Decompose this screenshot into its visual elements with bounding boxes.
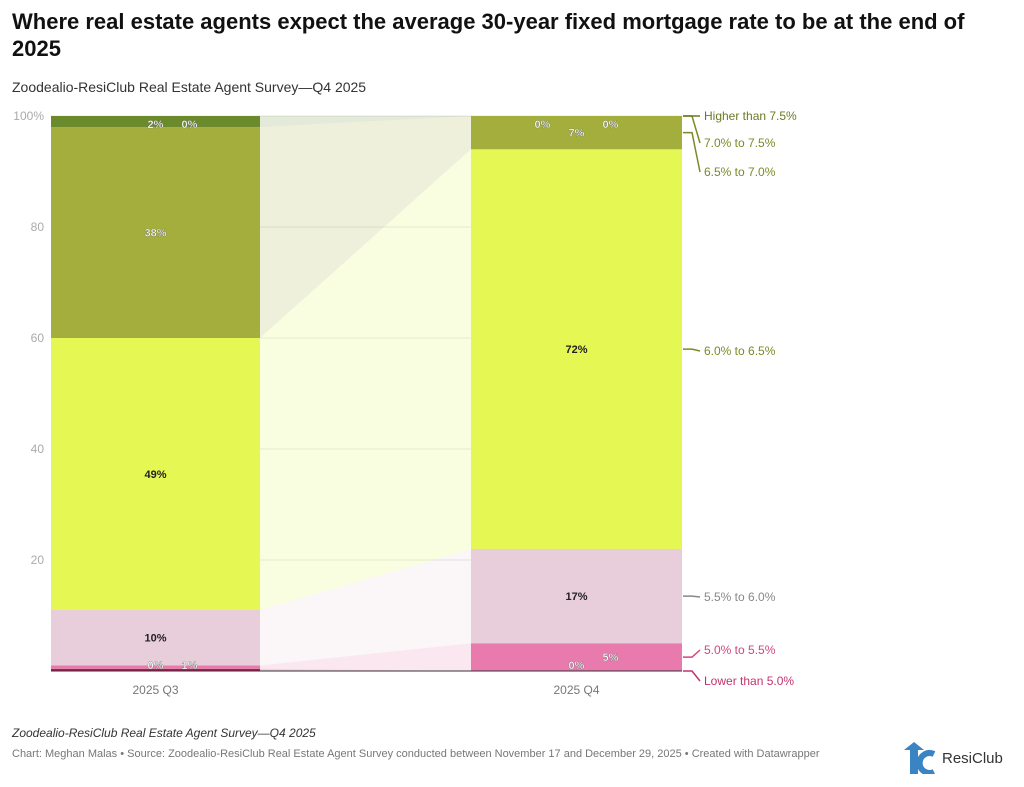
resiclub-logo-icon bbox=[904, 742, 936, 774]
data-label: 2% bbox=[148, 119, 164, 131]
legend-label: Higher than 7.5% bbox=[704, 109, 797, 123]
chart-credits: Chart: Meghan Malas • Source: Zoodealio-… bbox=[12, 748, 820, 760]
y-tick-label: 80 bbox=[31, 220, 45, 234]
y-tick-label: 100% bbox=[13, 109, 44, 123]
legend-leader-line bbox=[683, 649, 701, 658]
data-label: 49% bbox=[144, 469, 166, 481]
data-label: 0% bbox=[182, 119, 198, 131]
data-label: 38% bbox=[144, 228, 166, 240]
bar-segment bbox=[51, 665, 260, 669]
chart-notes: Zoodealio-ResiClub Real Estate Agent Sur… bbox=[12, 726, 316, 740]
legend-leader-line bbox=[683, 595, 701, 598]
y-tick-label: 40 bbox=[31, 442, 45, 456]
legend-label: 5.0% to 5.5% bbox=[704, 643, 776, 657]
data-label: 1% bbox=[182, 660, 198, 672]
connector-area bbox=[260, 116, 471, 338]
connector-area bbox=[260, 149, 471, 610]
data-label: 0% bbox=[603, 119, 619, 131]
chart-subtitle: Zoodealio-ResiClub Real Estate Agent Sur… bbox=[12, 79, 367, 95]
legend-leader-line bbox=[683, 115, 701, 144]
x-tick-label: 2025 Q4 bbox=[553, 683, 599, 697]
legend-leader-line bbox=[683, 348, 701, 352]
connector-area bbox=[260, 548, 471, 666]
bar-segment bbox=[51, 116, 260, 128]
bar-segment bbox=[51, 609, 260, 666]
data-label: 5% bbox=[603, 652, 619, 664]
bar-segment bbox=[51, 127, 260, 338]
resiclub-logo: ResiClub bbox=[904, 742, 1003, 774]
logo-text: ResiClub bbox=[942, 749, 1003, 767]
data-label: 72% bbox=[565, 344, 587, 356]
legend-label: 6.5% to 7.0% bbox=[704, 165, 776, 179]
bar-segment bbox=[471, 643, 682, 671]
data-label: 10% bbox=[144, 633, 166, 645]
x-tick-label: 2025 Q3 bbox=[132, 683, 178, 697]
data-label: 0% bbox=[569, 660, 585, 672]
data-label: 0% bbox=[148, 660, 164, 672]
legend-leader-line bbox=[683, 670, 701, 682]
legend-label: 6.0% to 6.5% bbox=[704, 344, 776, 358]
connector-area bbox=[260, 643, 471, 671]
stacked-bar-chart: 20 40 60 80 100% 0% 0% 1% 5% 10% 17% 49% 72% 38% 7% 2% 0… bbox=[13, 109, 797, 697]
chart-title: Where real estate agents expect the aver… bbox=[12, 9, 965, 61]
data-label: 7% bbox=[569, 128, 585, 140]
bar-segment bbox=[51, 338, 260, 610]
legend-label: Lower than 5.0% bbox=[704, 674, 794, 688]
legend-leader-line bbox=[683, 131, 701, 173]
bar-segment bbox=[471, 116, 682, 150]
y-tick-label: 60 bbox=[31, 331, 45, 345]
data-label: 0% bbox=[535, 119, 551, 131]
legend-label: 5.5% to 6.0% bbox=[704, 590, 776, 604]
y-tick-label: 20 bbox=[31, 553, 45, 567]
connector-area bbox=[260, 668, 471, 671]
data-label: 17% bbox=[565, 591, 587, 603]
bar-segment bbox=[471, 548, 682, 644]
bar-segment bbox=[471, 149, 682, 549]
legend-label: 7.0% to 7.5% bbox=[704, 136, 776, 150]
bar-segment bbox=[51, 668, 260, 671]
